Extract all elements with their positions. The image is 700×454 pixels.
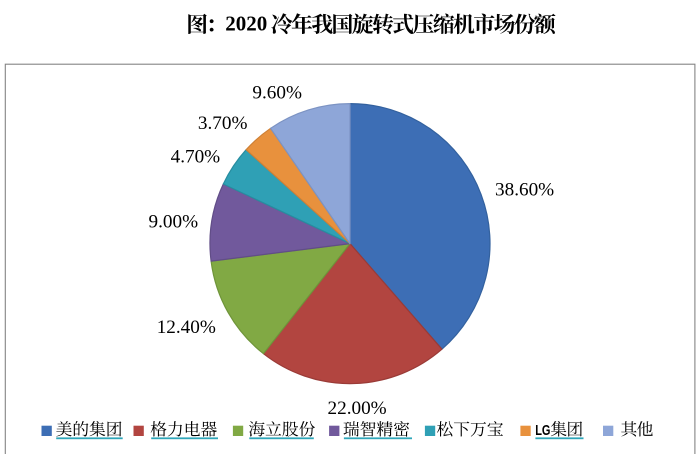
svg-text:12.40%: 12.40% xyxy=(157,317,216,338)
svg-text:9.00%: 9.00% xyxy=(149,211,199,232)
svg-text:22.00%: 22.00% xyxy=(328,398,387,419)
svg-text:38.60%: 38.60% xyxy=(495,180,554,201)
svg-text:3.70%: 3.70% xyxy=(198,113,248,134)
svg-text:2020: 2020 xyxy=(225,11,267,35)
svg-text:9.60%: 9.60% xyxy=(252,83,302,104)
svg-text:LG: LG xyxy=(535,421,550,438)
svg-text:4.70%: 4.70% xyxy=(171,146,221,167)
